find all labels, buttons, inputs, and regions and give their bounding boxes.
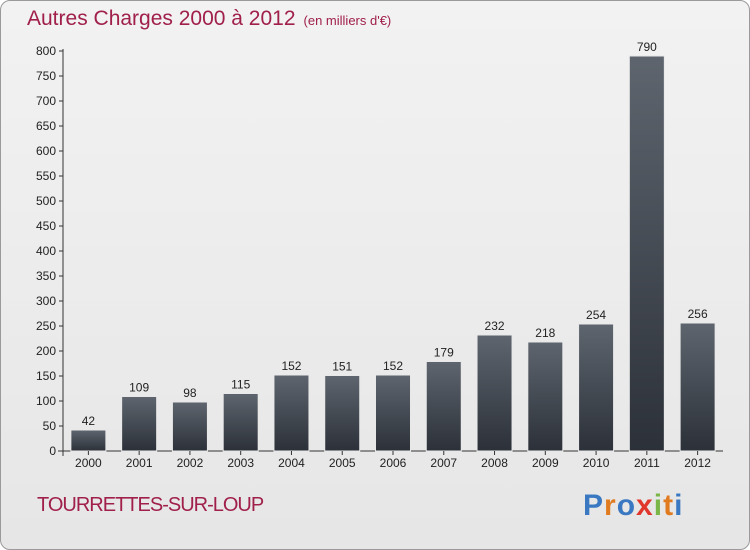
bar [70, 429, 107, 452]
bar-value-label: 109 [129, 381, 149, 395]
y-tick-label: 750 [36, 69, 56, 83]
y-tick-label: 200 [36, 344, 56, 358]
bar [171, 401, 208, 452]
x-tick-label: 2012 [684, 456, 711, 470]
x-tick-label: 2000 [75, 456, 102, 470]
x-tick-label: 2002 [177, 456, 204, 470]
bar-value-label: 254 [586, 308, 606, 322]
brand-letter: i [674, 489, 684, 522]
bar [222, 393, 259, 452]
y-tick-label: 550 [36, 169, 56, 183]
brand-letter: t [663, 489, 675, 522]
y-tick-label: 100 [36, 394, 56, 408]
bar-value-label: 256 [688, 307, 708, 321]
x-tick-label: 2009 [532, 456, 559, 470]
x-tick-label: 2003 [227, 456, 254, 470]
bar [476, 334, 513, 452]
bar [578, 323, 615, 452]
x-tick-label: 2004 [278, 456, 305, 470]
brand-letter: o [616, 489, 637, 522]
bar [425, 361, 462, 452]
bar-value-label: 790 [637, 40, 657, 54]
bar [121, 396, 158, 452]
bar [679, 322, 716, 452]
brand-letter: P [583, 489, 605, 522]
chart-title: Autres Charges 2000 à 2012 (en milliers d… [27, 7, 391, 31]
y-tick-label: 450 [36, 219, 56, 233]
bar-value-label: 42 [82, 414, 96, 428]
x-tick-label: 2005 [329, 456, 356, 470]
x-tick-label: 2001 [126, 456, 153, 470]
y-tick-label: 600 [36, 144, 56, 158]
bar [273, 374, 310, 452]
brand-logo: Proxiti [583, 489, 683, 523]
y-tick-label: 0 [49, 444, 56, 458]
x-tick-label: 2010 [583, 456, 610, 470]
bar [527, 341, 564, 452]
y-tick-label: 300 [36, 294, 56, 308]
bar-value-label: 152 [281, 359, 301, 373]
y-tick-label: 800 [36, 44, 56, 58]
y-tick-label: 350 [36, 269, 56, 283]
bar-value-label: 151 [332, 360, 352, 374]
y-tick-label: 50 [43, 419, 57, 433]
y-tick-label: 650 [36, 119, 56, 133]
x-tick-label: 2008 [481, 456, 508, 470]
y-tick-label: 250 [36, 319, 56, 333]
bar-value-label: 115 [231, 378, 250, 392]
x-tick-label: 2007 [430, 456, 457, 470]
chart-subtitle: (en milliers d'€) [303, 13, 392, 28]
bar-value-label: 152 [383, 359, 403, 373]
x-tick-label: 2011 [634, 456, 660, 470]
y-tick-label: 700 [36, 94, 56, 108]
bar-value-label: 218 [535, 326, 555, 340]
bar-value-label: 98 [183, 386, 197, 400]
y-tick-label: 150 [36, 369, 56, 383]
bar [324, 375, 361, 452]
brand-letter: r [604, 489, 617, 522]
chart-title-text: Autres Charges 2000 à 2012 [27, 7, 296, 30]
brand-letter: x [636, 489, 654, 522]
y-tick-label: 400 [36, 244, 56, 258]
y-tick-label: 500 [36, 194, 56, 208]
commune-name: TOURRETTES-SUR-LOUP [37, 494, 264, 516]
bar-value-label: 232 [485, 319, 505, 333]
brand-letter: i [653, 489, 664, 522]
x-tick-label: 2006 [380, 456, 407, 470]
bar [628, 55, 665, 452]
bar [375, 374, 411, 452]
bar-value-label: 179 [434, 346, 454, 360]
